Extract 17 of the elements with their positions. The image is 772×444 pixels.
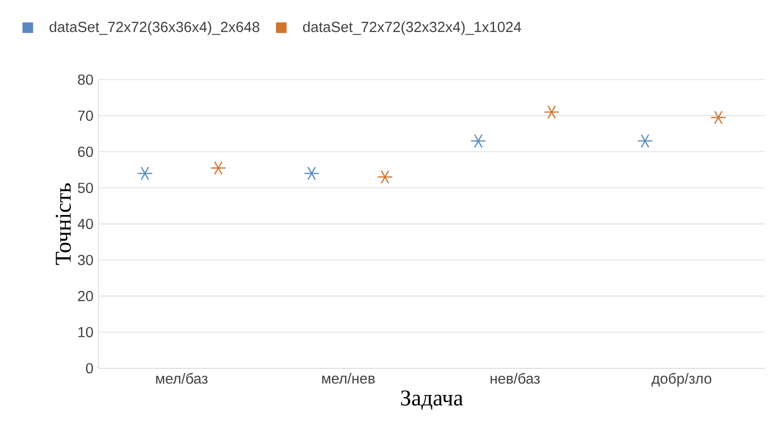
y-tick-label: 30 (78, 254, 93, 266)
y-tick-label: 40 (78, 218, 93, 230)
x-tick-label: мел/баз (156, 372, 208, 384)
y-tick-label: 20 (78, 290, 93, 302)
x-axis-title: Задача (401, 390, 463, 410)
x-tick-label: добр/зло (652, 372, 712, 387)
y-axis-title: Точність (56, 183, 71, 265)
y-tick-label: 50 (78, 182, 93, 194)
y-tick-label: 0 (86, 363, 93, 374)
legend-label: dataSet_72x72(36x36x4)_2x648 (50, 21, 260, 36)
x-tick-label: мел/нев (322, 372, 375, 384)
legend-label: dataSet_72x72(32x32x4)_1x1024 (303, 21, 522, 36)
x-tick-label: нев/баз (490, 372, 540, 384)
y-tick-label: 70 (78, 110, 93, 121)
y-tick-label: 10 (78, 327, 93, 338)
y-tick-label: 60 (78, 146, 93, 158)
y-tick-label: 80 (78, 74, 93, 85)
